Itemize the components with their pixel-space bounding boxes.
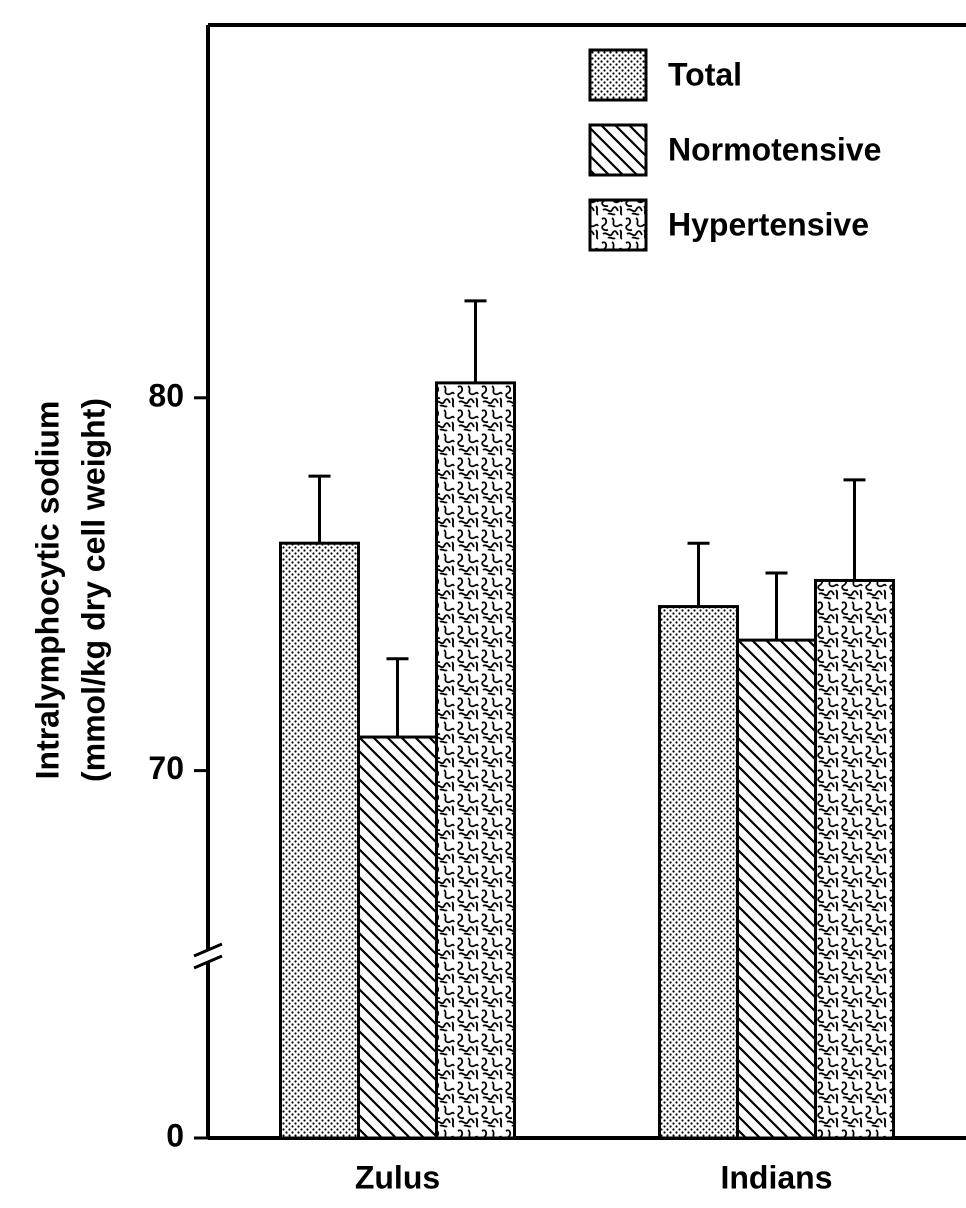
- bar: [279, 541, 360, 1140]
- legend-label: Normotensive: [668, 131, 881, 167]
- bar: [736, 638, 817, 1140]
- y-tick-label: 70: [148, 750, 184, 786]
- y-tick-label: 80: [148, 377, 184, 413]
- bar: [435, 381, 516, 1140]
- legend-swatch: [588, 198, 648, 252]
- legend-swatch: [588, 123, 648, 177]
- bar: [357, 735, 438, 1140]
- y-axis-label-line: (mmol/kg dry cell weight): [75, 398, 111, 782]
- x-tick-label: Zulus: [355, 1159, 440, 1195]
- legend-label: Total: [668, 56, 742, 92]
- legend-label: Hypertensive: [668, 206, 869, 242]
- bar: [814, 578, 895, 1140]
- axis-break: [193, 954, 223, 970]
- y-axis-label: Intralymphocytic sodium (mmol/kg dry cel…: [29, 398, 111, 782]
- y-axis-label-line: Intralymphocytic sodium: [29, 401, 65, 780]
- axis-break: [193, 942, 223, 958]
- bar: [658, 605, 739, 1140]
- legend-swatch: [588, 48, 648, 102]
- x-tick-label: Indians: [720, 1159, 832, 1195]
- y-tick-label: 0: [166, 1117, 184, 1153]
